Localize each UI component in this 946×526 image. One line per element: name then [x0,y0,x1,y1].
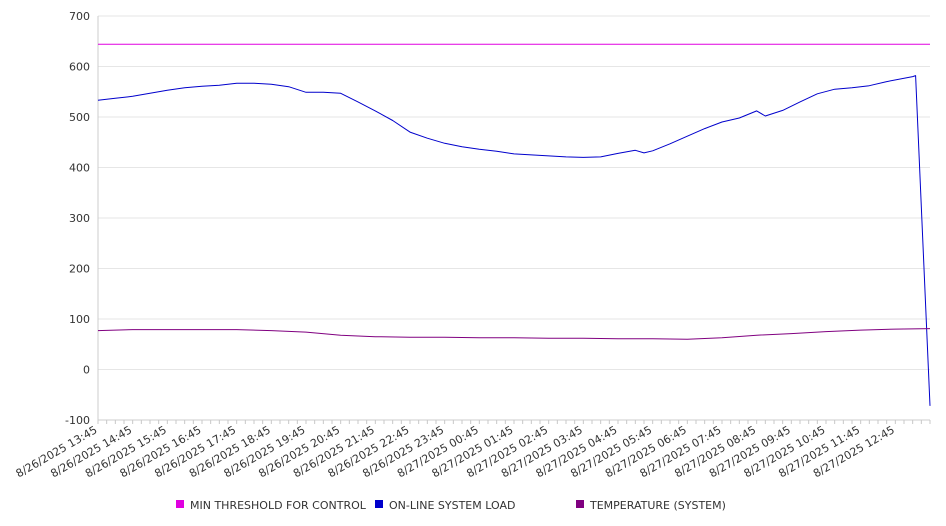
y-tick-label: -100 [65,414,90,427]
series-line-temperature-system [97,328,931,340]
grid-lines [98,15,930,421]
y-tick-label: 600 [69,61,90,74]
y-tick-label: 100 [69,313,90,326]
legend-swatch [176,500,184,508]
legend-label: MIN THRESHOLD FOR CONTROL [190,499,367,512]
y-tick-label: 500 [69,111,90,124]
legend-swatch [576,500,584,508]
y-tick-label: 0 [83,364,90,377]
legend-label: TEMPERATURE (SYSTEM) [589,499,726,512]
legend-label: ON-LINE SYSTEM LOAD [389,499,515,512]
y-tick-label: 300 [69,212,90,225]
series-line-on-line-system-load [97,75,931,406]
y-tick-label: 700 [69,10,90,23]
legend-swatch [375,500,383,508]
legend: MIN THRESHOLD FOR CONTROL ON-LINE SYSTEM … [176,499,726,512]
y-tick-label: 400 [69,162,90,175]
y-tick-label: 200 [69,263,90,276]
series-layer [97,43,931,406]
